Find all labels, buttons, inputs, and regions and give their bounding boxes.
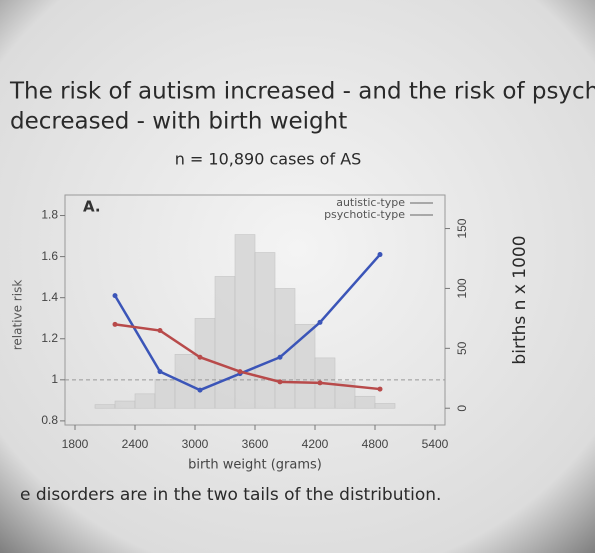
series-point (277, 354, 283, 360)
series-point (112, 293, 118, 299)
histogram-bar (374, 403, 396, 409)
series-point (277, 379, 283, 385)
y2-tick-label: 50 (455, 341, 469, 355)
series-point (197, 387, 203, 393)
series-point (377, 252, 383, 258)
slide-title: decreased - with birth weight (10, 109, 347, 135)
y2-tick-label: 150 (455, 218, 469, 238)
x-tick-label: 1800 (62, 437, 89, 451)
histogram-bar (214, 276, 236, 409)
histogram-bar (254, 252, 276, 409)
x-tick-label: 3000 (182, 437, 209, 451)
legend-label: autistic-type (336, 196, 405, 209)
y-tick-label: 0.8 (41, 413, 58, 427)
x-tick-label: 4200 (302, 437, 329, 451)
y-label: relative risk (11, 280, 25, 351)
y2-tick-label: 0 (455, 405, 469, 412)
x-tick-label: 5400 (422, 437, 449, 451)
y-tick-label: 1.6 (41, 249, 58, 263)
y2-tick-label: 100 (455, 278, 469, 298)
y2-label: births n x 1000 (510, 235, 530, 364)
x-label: birth weight (grams) (188, 458, 322, 473)
legend-label: psychotic-type (324, 208, 405, 221)
x-tick-label: 3600 (242, 437, 269, 451)
series-point (112, 321, 118, 327)
series-point (157, 369, 163, 375)
series-point (197, 354, 203, 360)
y-tick-label: 1.2 (41, 331, 58, 345)
histogram-bar (154, 379, 176, 409)
histogram-bar (334, 381, 356, 409)
histogram-bar (234, 234, 256, 409)
subtitle: n = 10,890 cases of AS (175, 150, 362, 169)
histogram-bar (94, 404, 116, 409)
x-tick-label: 2400 (122, 437, 149, 451)
series-point (317, 380, 323, 386)
histogram-bar (354, 395, 376, 409)
caption: e disorders are in the two tails of the … (20, 485, 441, 505)
x-tick-label: 4800 (362, 437, 389, 451)
series-point (157, 328, 163, 334)
slide-title: The risk of autism increased - and the r… (9, 79, 595, 105)
series-point (237, 369, 243, 375)
histogram-bar (114, 400, 136, 409)
series-point (377, 386, 383, 392)
histogram-bar (194, 318, 216, 409)
series-point (317, 319, 323, 325)
panel-label: A. (83, 198, 101, 216)
histogram-bar (134, 393, 156, 409)
y-tick-label: 1 (51, 372, 58, 386)
y-tick-label: 1.8 (41, 208, 58, 222)
y-tick-label: 1.4 (41, 290, 58, 304)
